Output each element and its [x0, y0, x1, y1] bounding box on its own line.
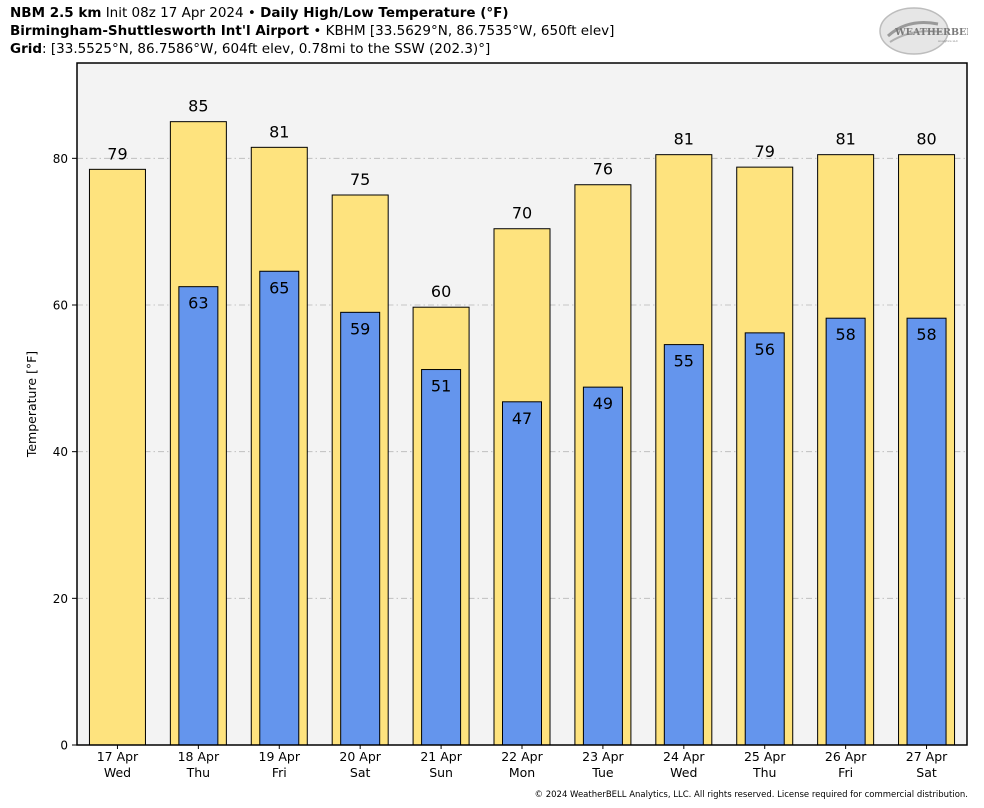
chart-header-line-1: NBM 2.5 km Init 08z 17 Apr 2024 • Daily … — [10, 5, 509, 22]
x-tick-day-label: Sat — [350, 765, 371, 780]
high-temp-label: 80 — [916, 130, 936, 149]
low-temp-label: 47 — [512, 409, 532, 428]
low-temp-label: 59 — [350, 319, 370, 338]
grid-label: Grid — [10, 41, 43, 57]
weatherbell-logo: WEATHERBELL Analytics LLC — [879, 7, 968, 55]
x-tick-day-label: Fri — [838, 765, 853, 780]
low-temp-label: 51 — [431, 377, 451, 396]
x-tick-date-label: 20 Apr — [339, 749, 381, 764]
low-temp-bar — [340, 311, 381, 746]
high-temp-label: 79 — [107, 144, 127, 163]
high-temp-label: 76 — [593, 160, 613, 179]
logo-text: WEATHERBELL — [894, 27, 968, 38]
low-temp-bar — [744, 332, 785, 746]
x-tick-date-label: 27 Apr — [906, 749, 948, 764]
x-tick-date-label: 21 Apr — [420, 749, 462, 764]
x-tick-day-label: Tue — [591, 765, 614, 780]
x-tick-day-label: Wed — [104, 765, 131, 780]
init-time: Init 08z 17 Apr 2024 — [105, 5, 244, 21]
high-temp-label: 60 — [431, 282, 451, 301]
low-temp-bar — [178, 286, 219, 746]
high-temp-label: 79 — [755, 142, 775, 161]
low-temp-bar — [259, 270, 300, 746]
low-temp-label: 65 — [269, 278, 289, 297]
y-tick-label: 60 — [53, 299, 68, 313]
low-temp-bar — [421, 369, 462, 746]
x-tick-day-label: Thu — [752, 765, 776, 780]
separator: • — [247, 5, 256, 21]
plot-frame — [76, 62, 968, 746]
x-tick-date-label: 19 Apr — [259, 749, 301, 764]
high-temp-label: 81 — [674, 130, 694, 149]
high-temp-label: 81 — [269, 122, 289, 141]
x-tick-day-label: Wed — [670, 765, 697, 780]
low-temp-bar — [825, 317, 866, 746]
y-tick-label: 40 — [53, 445, 68, 459]
y-axis-label: Temperature [°F] — [24, 351, 39, 458]
copyright-notice: © 2024 WeatherBELL Analytics, LLC. All r… — [534, 790, 968, 800]
high-temp-label: 75 — [350, 170, 370, 189]
x-tick-date-label: 18 Apr — [178, 749, 220, 764]
low-temp-label: 55 — [674, 352, 694, 371]
x-tick-day-label: Thu — [186, 765, 210, 780]
chart-header-line-3: Grid: [33.5525°N, 86.7586°W, 604ft elev,… — [10, 41, 490, 58]
y-tick-label: 80 — [53, 152, 68, 166]
low-temp-bar — [582, 386, 623, 746]
low-temp-label: 63 — [188, 294, 208, 313]
low-temp-label: 49 — [593, 394, 613, 413]
station-name: Birmingham-Shuttlesworth Int'l Airport — [10, 23, 310, 39]
x-tick-day-label: Fri — [272, 765, 287, 780]
high-temp-label: 81 — [835, 130, 855, 149]
station-details: KBHM [33.5629°N, 86.7535°W, 650ft elev] — [325, 23, 615, 39]
grid-details: : [33.5525°N, 86.7586°W, 604ft elev, 0.7… — [42, 41, 491, 57]
model-name: NBM 2.5 km — [10, 5, 102, 21]
low-temp-bar — [502, 401, 542, 746]
logo-subtext: Analytics LLC — [938, 39, 958, 43]
x-tick-day-label: Sun — [429, 765, 453, 780]
low-temp-label: 58 — [835, 325, 855, 344]
low-temp-bar — [663, 344, 704, 746]
x-tick-date-label: 24 Apr — [663, 749, 705, 764]
high-temp-bar — [88, 168, 146, 746]
x-tick-date-label: 17 Apr — [97, 749, 139, 764]
y-tick-label: 20 — [53, 592, 68, 606]
x-tick-day-label: Mon — [509, 765, 535, 780]
y-tick-label: 0 — [60, 739, 68, 753]
x-tick-date-label: 23 Apr — [582, 749, 624, 764]
chart-header-line-2: Birmingham-Shuttlesworth Int'l Airport •… — [10, 23, 614, 40]
low-temp-label: 58 — [916, 325, 936, 344]
low-temp-label: 56 — [755, 340, 775, 359]
separator: • — [313, 23, 322, 39]
product-title: Daily High/Low Temperature (°F) — [260, 5, 509, 21]
x-tick-date-label: 22 Apr — [501, 749, 543, 764]
low-temp-bar — [906, 317, 947, 746]
high-temp-label: 70 — [512, 204, 532, 223]
x-tick-date-label: 26 Apr — [825, 749, 867, 764]
x-tick-date-label: 25 Apr — [744, 749, 786, 764]
high-temp-label: 85 — [188, 97, 208, 116]
x-tick-day-label: Sat — [916, 765, 937, 780]
